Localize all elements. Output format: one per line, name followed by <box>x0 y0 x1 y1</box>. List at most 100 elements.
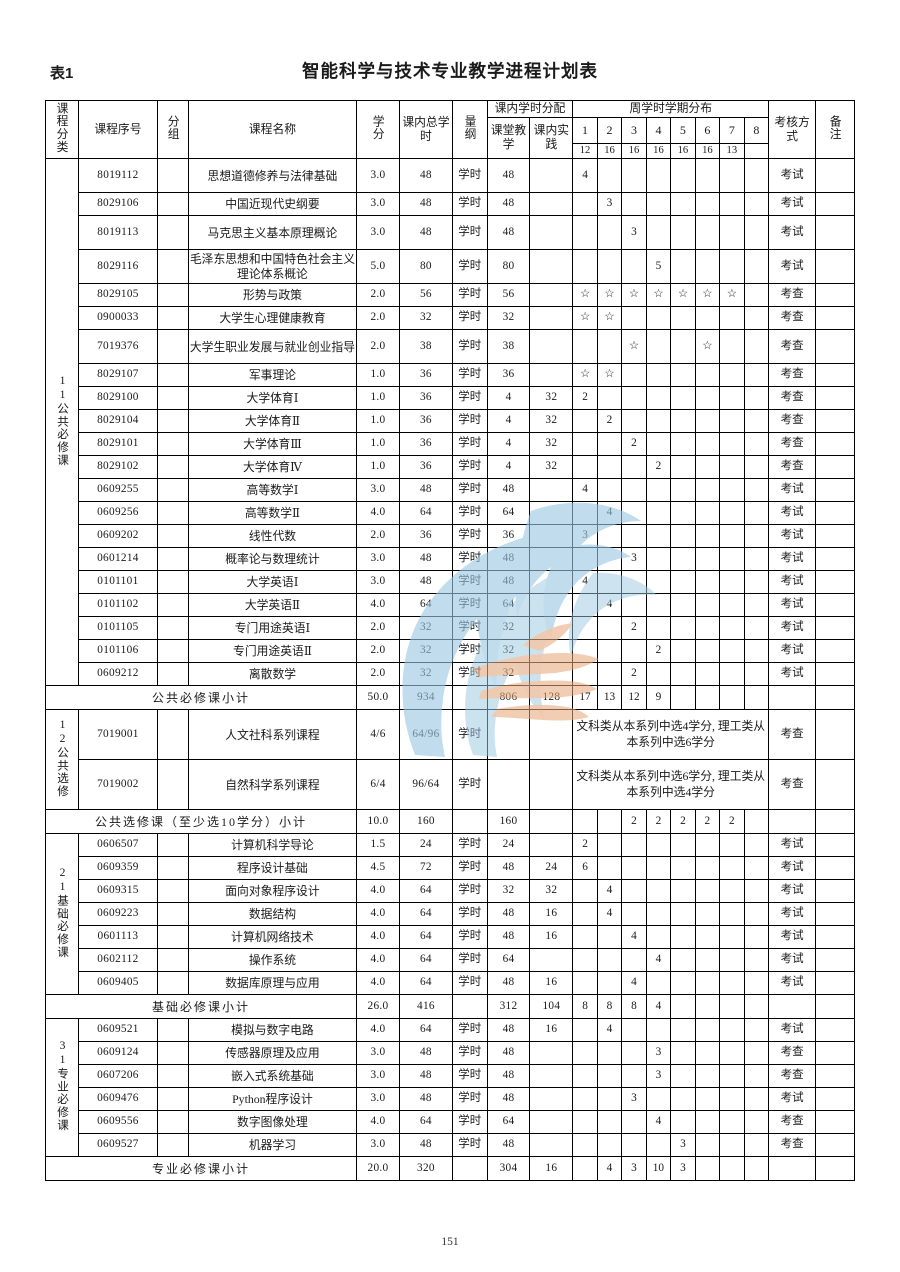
course-semester-3 <box>621 570 647 595</box>
course-exam-mode: 考查 <box>768 283 817 308</box>
course-exam-mode: 考查 <box>768 759 817 811</box>
course-exam-mode: 考试 <box>768 524 817 549</box>
course-semester-2 <box>596 662 623 687</box>
category-cell-public_elective: 12公共选修 <box>45 709 79 811</box>
course-practice-hours <box>529 1133 574 1158</box>
course-practice-hours <box>529 363 574 388</box>
course-group <box>157 948 189 973</box>
course-code: 0900033 <box>77 306 159 331</box>
course-semester-1: 3 <box>572 524 598 549</box>
course-semester-3 <box>621 1041 647 1066</box>
course-semester-7 <box>719 192 745 217</box>
course-practice-hours: 16 <box>529 925 574 950</box>
course-unit: 学时 <box>451 215 488 251</box>
course-code: 8029107 <box>77 363 159 388</box>
course-name: 概率论与数理统计 <box>187 547 358 572</box>
course-semester-3 <box>621 833 647 858</box>
subtotal-semester-5: 2 <box>670 809 696 835</box>
course-semester-8 <box>743 1018 770 1043</box>
course-semester-1 <box>572 455 598 480</box>
course-semester-2 <box>596 1087 623 1112</box>
course-semester-7 <box>719 662 745 687</box>
course-group <box>157 455 189 480</box>
course-practice-hours <box>529 1087 574 1112</box>
header-practice: 课内实践 <box>529 116 574 160</box>
course-semester-4: 3 <box>645 1041 672 1066</box>
weeks-4: 16 <box>645 142 672 160</box>
course-group <box>157 249 189 285</box>
course-semester-4 <box>645 363 672 388</box>
course-semester-7 <box>719 593 745 618</box>
page-number: 151 <box>441 1236 459 1248</box>
course-semester-8 <box>743 833 770 858</box>
course-semester-8 <box>743 478 770 503</box>
course-semester-3 <box>621 1133 647 1158</box>
course-exam-mode: 考试 <box>768 833 817 858</box>
course-name: 高等数学Ⅱ <box>187 501 358 526</box>
course-total-hours: 72 <box>398 856 453 881</box>
course-semester-7 <box>719 386 745 411</box>
page-title: 智能科学与技术专业教学进程计划表 <box>302 61 598 81</box>
course-name: 人文社科系列课程 <box>187 709 358 761</box>
course-semester-6 <box>694 902 721 927</box>
course-practice-hours <box>529 283 574 308</box>
course-semester-8 <box>743 432 770 457</box>
course-unit: 学时 <box>451 409 488 434</box>
subtotal-remark <box>815 1156 855 1182</box>
course-semester-8 <box>743 306 770 331</box>
course-exam-mode: 考查 <box>768 455 817 480</box>
course-semester-1: 4 <box>572 158 598 194</box>
course-semester-8 <box>743 1110 770 1135</box>
course-semester-7 <box>719 1018 745 1043</box>
subtotal-practice-hours: 104 <box>529 994 574 1020</box>
course-name: 数据库原理与应用 <box>187 971 358 996</box>
course-exam-mode: 考试 <box>768 501 817 526</box>
table-row: 0609556 数字图像处理 4.0 64 学时 64 4 考查 <box>46 1110 855 1135</box>
course-semester-8 <box>743 1087 770 1112</box>
course-exam-mode: 考试 <box>768 478 817 503</box>
course-semester-3 <box>621 501 647 526</box>
subtotal-lecture-hours: 312 <box>486 994 531 1020</box>
course-lecture-hours: 48 <box>486 570 531 595</box>
subtotal-remark <box>815 685 855 711</box>
course-semester-6 <box>694 478 721 503</box>
course-name: 大学体育Ⅲ <box>187 432 358 457</box>
course-unit: 学时 <box>451 386 488 411</box>
subtotal-row: 基础必修课小计 26.0 416 312 104 8 8 8 4 <box>44 994 855 1020</box>
subtotal-semester-4: 9 <box>645 685 672 711</box>
course-name: 嵌入式系统基础 <box>187 1064 358 1089</box>
course-semester-4: 4 <box>645 948 672 973</box>
course-lecture-hours: 48 <box>486 478 531 503</box>
course-code: 0101105 <box>77 616 159 641</box>
course-semester-7 <box>719 306 745 331</box>
subtotal-semester-7 <box>719 994 745 1020</box>
course-code: 0609124 <box>77 1041 159 1066</box>
course-credit: 4.0 <box>356 902 400 927</box>
course-semester-2: 3 <box>596 192 623 217</box>
course-unit: 学时 <box>451 249 488 285</box>
course-semester-3: ☆ <box>621 283 647 308</box>
course-semester-5 <box>670 1041 696 1066</box>
subtotal-total-hours: 160 <box>398 809 453 835</box>
course-credit: 3.0 <box>356 158 400 194</box>
course-semester-6 <box>694 547 721 572</box>
course-semester-5 <box>670 616 696 641</box>
course-total-hours: 38 <box>398 329 453 365</box>
course-semester-2 <box>596 215 623 251</box>
course-remark <box>815 329 855 365</box>
course-lecture-hours: 48 <box>486 971 531 996</box>
course-credit: 2.0 <box>356 283 400 308</box>
course-semester-2 <box>596 1041 623 1066</box>
subtotal-semester-6 <box>694 685 721 711</box>
course-semester-7 <box>719 547 745 572</box>
course-semester-7 <box>719 409 745 434</box>
weeks-7: 13 <box>719 142 745 160</box>
course-exam-mode: 考试 <box>768 215 817 251</box>
course-semester-4: 4 <box>645 1110 672 1135</box>
course-group <box>157 1133 189 1158</box>
course-semester-8 <box>743 363 770 388</box>
course-semester-1 <box>572 409 598 434</box>
course-semester-5 <box>670 593 696 618</box>
table-row: 8019113 马克思主义基本原理概论 3.0 48 学时 48 3 考试 <box>46 215 855 251</box>
course-lecture-hours: 48 <box>486 192 531 217</box>
